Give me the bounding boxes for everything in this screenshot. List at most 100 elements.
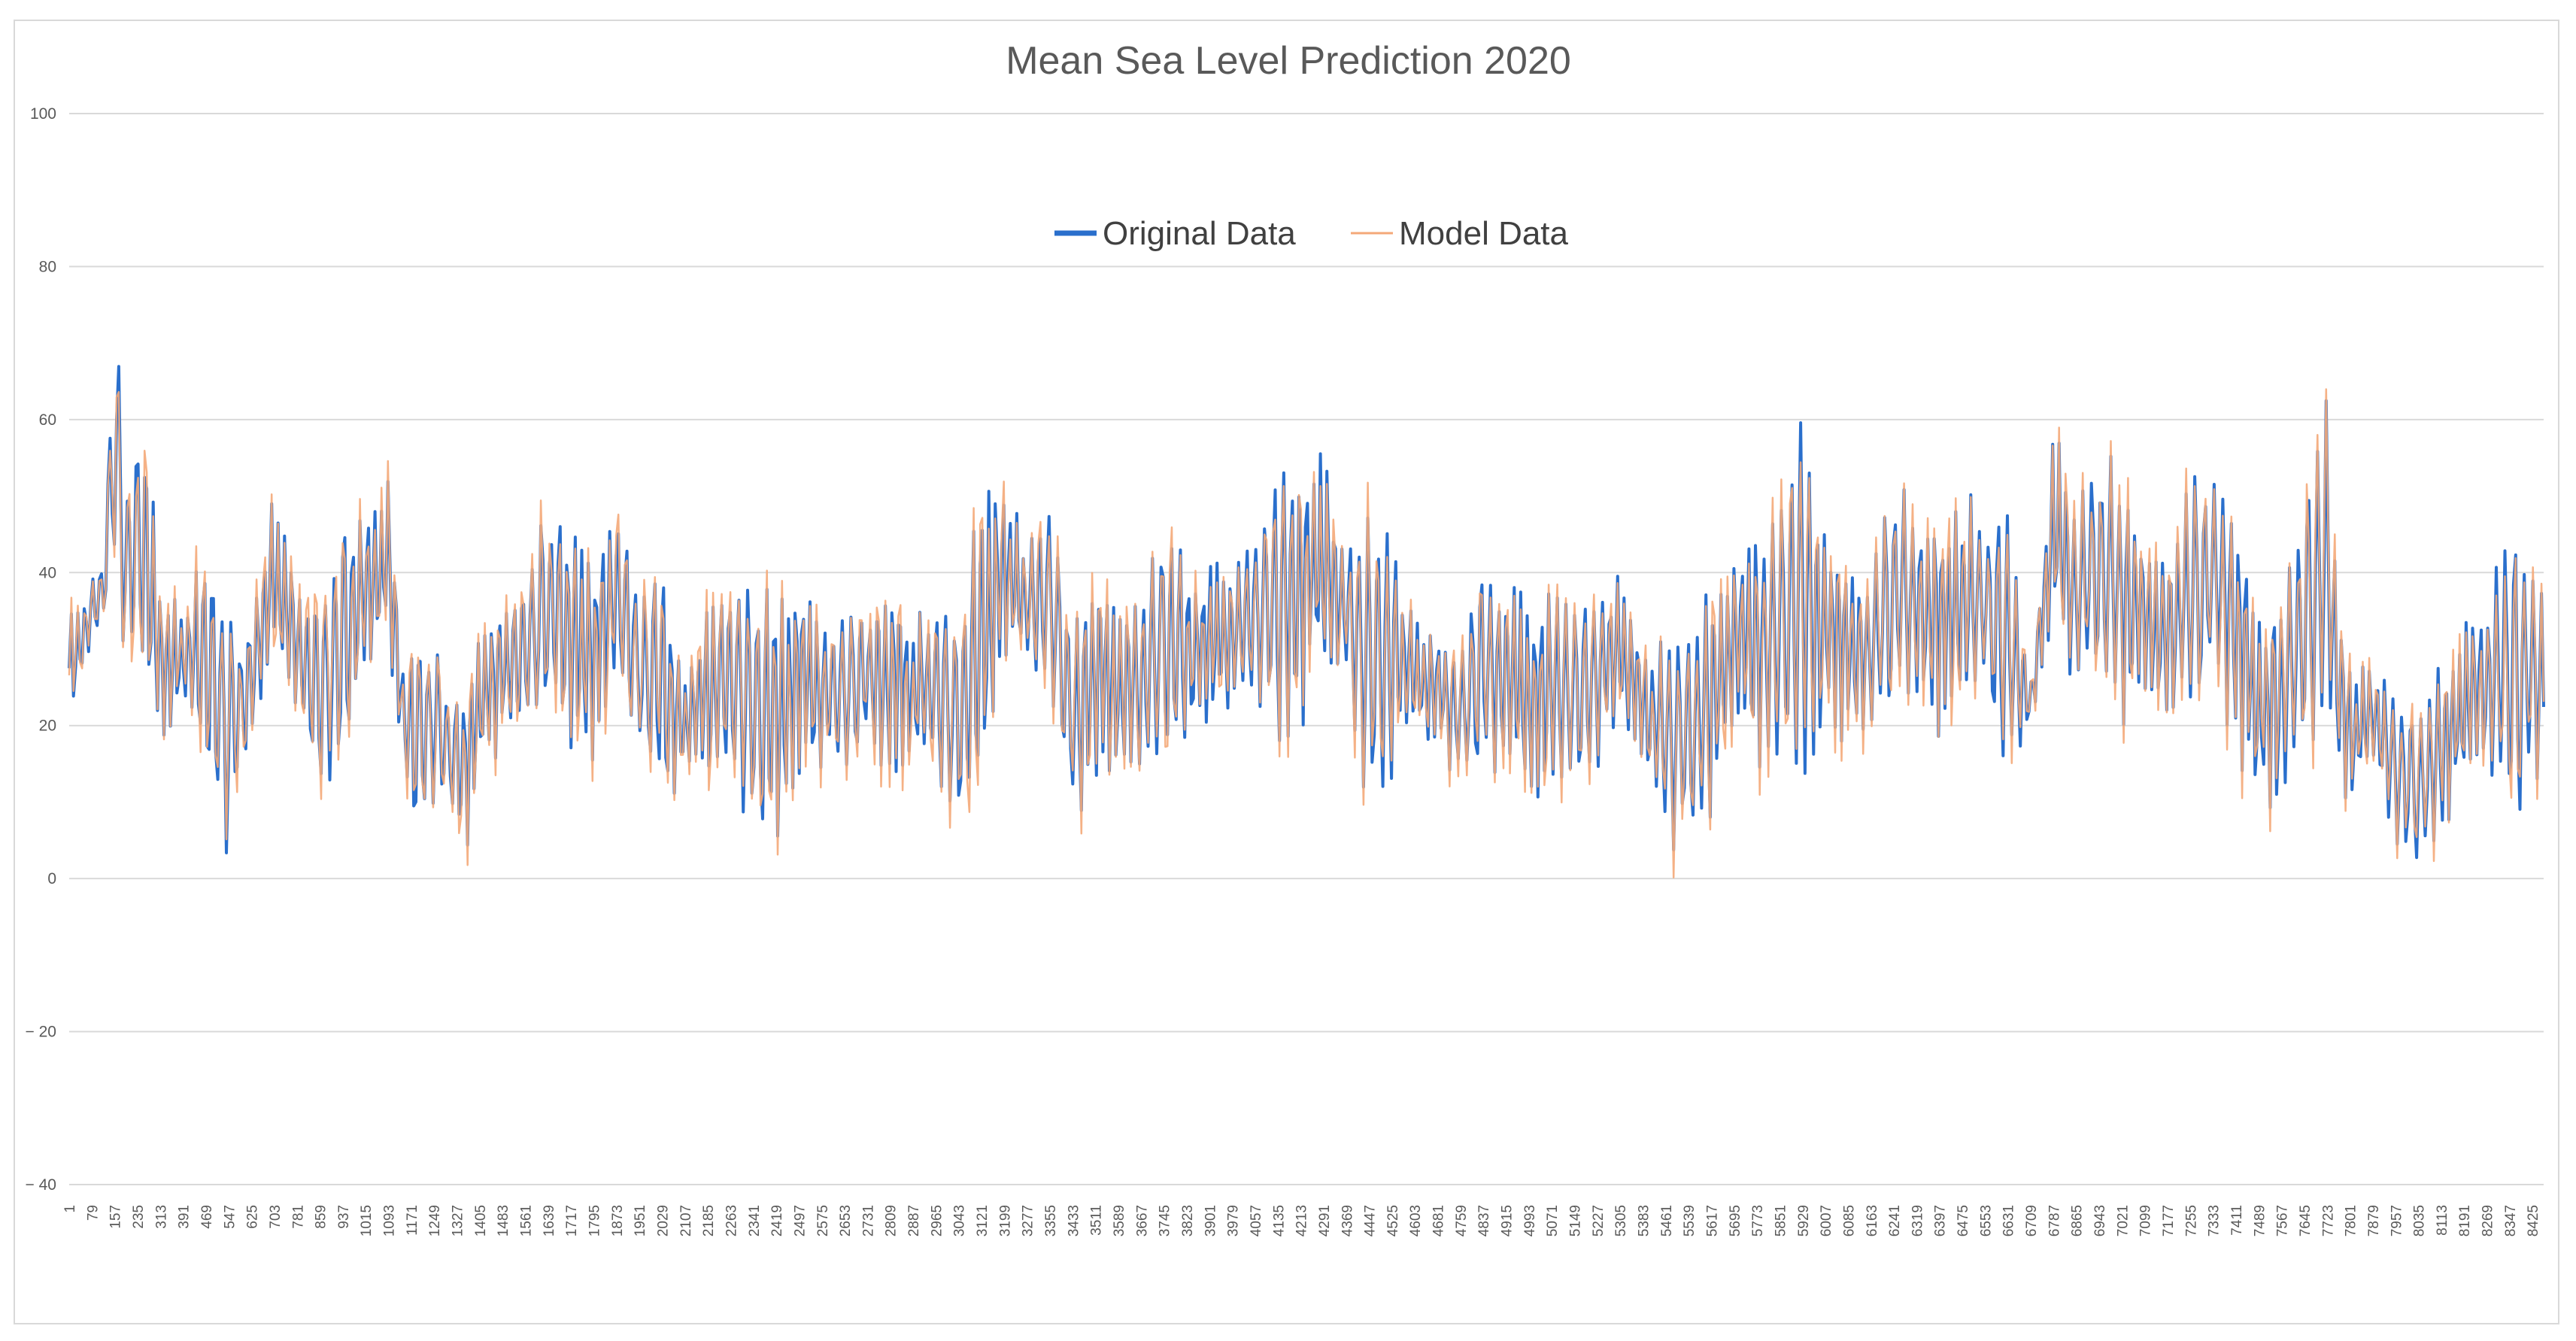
x-tick-label: 5305: [1613, 1205, 1629, 1236]
x-tick-label: 3823: [1180, 1205, 1196, 1236]
x-tick-label: 2575: [815, 1205, 831, 1236]
x-tick-label: 1249: [427, 1205, 443, 1236]
x-tick-label: 2185: [701, 1205, 717, 1236]
x-tick-label: 235: [131, 1205, 147, 1229]
x-tick-label: 313: [153, 1205, 169, 1229]
x-tick-label: 3745: [1158, 1205, 1173, 1236]
x-tick-label: 6241: [1887, 1205, 1903, 1236]
x-tick-label: 7645: [2298, 1205, 2314, 1236]
x-tick-label: 6319: [1910, 1205, 1925, 1236]
chart-title: Mean Sea Level Prediction 2020: [1006, 39, 1571, 83]
x-tick-label: 157: [108, 1205, 124, 1229]
x-tick-label: 2341: [747, 1205, 763, 1236]
x-tick-label: 859: [314, 1205, 329, 1229]
x-tick-label: 79: [85, 1205, 101, 1221]
x-tick-label: 3979: [1226, 1205, 1242, 1236]
x-tick-label: 8269: [2480, 1205, 2496, 1236]
x-tick-label: 1405: [473, 1205, 489, 1236]
x-tick-label: 6631: [2001, 1205, 2017, 1236]
x-tick-label: 4915: [1500, 1205, 1516, 1236]
x-tick-label: 547: [222, 1205, 238, 1229]
x-tick-label: 5617: [1704, 1205, 1720, 1236]
x-tick-label: 1327: [451, 1205, 466, 1236]
x-tick-label: 5071: [1545, 1205, 1561, 1236]
x-tick-label: 7255: [2183, 1205, 2199, 1236]
x-tick-label: 5851: [1773, 1205, 1789, 1236]
x-tick-label: 703: [268, 1205, 284, 1229]
x-tick-label: 7957: [2389, 1205, 2405, 1236]
x-tick-label: 2965: [929, 1205, 945, 1236]
series-line-model-data: [68, 388, 2545, 878]
y-tick-label: 80: [39, 258, 56, 275]
x-tick-label: 5539: [1682, 1205, 1698, 1236]
x-tick-label: 7021: [2115, 1205, 2131, 1236]
x-tick-label: 5773: [1750, 1205, 1766, 1236]
series-line-original-data: [68, 365, 2545, 860]
x-tick-label: 2887: [906, 1205, 922, 1236]
x-tick-label: 6475: [1956, 1205, 1971, 1236]
x-tick-label: 3199: [997, 1205, 1013, 1236]
x-tick-label: 1873: [610, 1205, 626, 1236]
x-tick-label: 7879: [2366, 1205, 2382, 1236]
x-tick-label: 7801: [2344, 1205, 2359, 1236]
x-tick-label: 6397: [1933, 1205, 1949, 1236]
x-tick-label: 6787: [2047, 1205, 2062, 1236]
y-axis-tick-labels: 100 80 60 40 20 0 − 20 − 40: [26, 105, 56, 1194]
x-tick-label: 1795: [587, 1205, 603, 1236]
x-tick-label: 1093: [382, 1205, 398, 1236]
x-tick-label: 5929: [1796, 1205, 1812, 1236]
x-tick-label: 2029: [655, 1205, 671, 1236]
x-tick-label: 5695: [1728, 1205, 1743, 1236]
x-tick-label: 3589: [1112, 1205, 1127, 1236]
x-tick-label: 4291: [1317, 1205, 1333, 1236]
x-tick-label: 4057: [1249, 1205, 1264, 1236]
x-tick-label: 1: [62, 1205, 78, 1213]
y-tick-label: 100: [30, 105, 56, 123]
x-tick-label: 3511: [1089, 1205, 1105, 1236]
x-tick-label: 6007: [1819, 1205, 1834, 1236]
x-tick-label: 4525: [1385, 1205, 1401, 1236]
legend-label-original-data: Original Data: [1103, 215, 1296, 252]
x-tick-label: 2497: [792, 1205, 808, 1236]
x-tick-label: 6553: [1978, 1205, 1994, 1236]
x-tick-label: 4447: [1363, 1205, 1379, 1236]
x-tick-label: 3043: [952, 1205, 968, 1236]
x-tick-label: 7489: [2252, 1205, 2268, 1236]
y-tick-label: 40: [39, 564, 56, 581]
x-tick-label: 7411: [2229, 1205, 2245, 1236]
x-tick-label: 7099: [2138, 1205, 2154, 1236]
x-tick-label: 7177: [2161, 1205, 2177, 1236]
x-tick-label: 8425: [2526, 1205, 2541, 1236]
x-tick-label: 1015: [359, 1205, 375, 1236]
x-tick-label: 6709: [2024, 1205, 2040, 1236]
x-tick-label: 3355: [1043, 1205, 1059, 1236]
x-tick-label: 2419: [769, 1205, 785, 1236]
x-tick-label: 3277: [1021, 1205, 1036, 1236]
x-tick-label: 2809: [884, 1205, 900, 1236]
y-tick-label: 20: [39, 718, 56, 735]
x-tick-label: 6865: [2070, 1205, 2086, 1236]
x-tick-label: 6163: [1864, 1205, 1880, 1236]
x-tick-label: 2107: [678, 1205, 694, 1236]
x-tick-label: 4213: [1294, 1205, 1310, 1236]
y-tick-label: − 20: [26, 1024, 56, 1041]
x-tick-label: 5383: [1637, 1205, 1652, 1236]
x-tick-label: 2653: [838, 1205, 854, 1236]
x-tick-label: 4681: [1431, 1205, 1447, 1236]
x-tick-label: 937: [336, 1205, 352, 1229]
x-tick-label: 8113: [2435, 1205, 2450, 1236]
x-tick-label: 3667: [1134, 1205, 1150, 1236]
x-tick-label: 3433: [1066, 1205, 1082, 1236]
y-tick-label: 60: [39, 411, 56, 429]
x-tick-label: 2263: [724, 1205, 739, 1236]
x-tick-label: 8035: [2412, 1205, 2428, 1236]
x-tick-label: 6085: [1841, 1205, 1857, 1236]
y-tick-label: − 40: [26, 1176, 56, 1194]
x-tick-label: 8191: [2457, 1205, 2473, 1236]
x-tick-label: 4135: [1271, 1205, 1287, 1236]
x-tick-label: 3901: [1203, 1205, 1218, 1236]
x-tick-label: 4369: [1340, 1205, 1355, 1236]
x-tick-label: 1171: [405, 1205, 420, 1236]
x-tick-label: 5227: [1591, 1205, 1607, 1236]
